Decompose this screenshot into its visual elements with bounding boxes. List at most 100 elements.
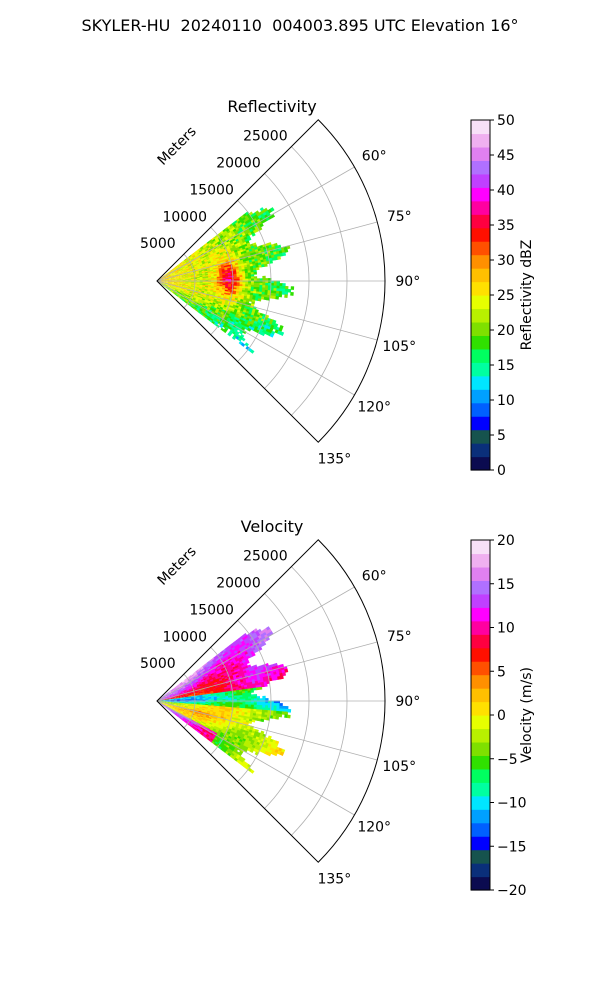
radial-tick-label: 20000 bbox=[216, 576, 261, 592]
field-cell bbox=[212, 256, 216, 260]
field-cell bbox=[164, 695, 168, 698]
field-cell bbox=[187, 693, 191, 695]
field-cell bbox=[223, 724, 228, 728]
field-cell bbox=[177, 709, 182, 712]
field-cell bbox=[162, 281, 166, 283]
field-cell bbox=[173, 268, 177, 271]
field-cell bbox=[193, 306, 198, 310]
field-cell bbox=[164, 694, 168, 697]
field-cell bbox=[162, 699, 166, 701]
field-cell bbox=[263, 296, 268, 301]
field-cell bbox=[212, 293, 216, 296]
field-cell bbox=[269, 260, 273, 264]
field-cell bbox=[179, 268, 184, 271]
field-cell bbox=[271, 677, 276, 681]
field-cell bbox=[211, 674, 215, 678]
field-cell bbox=[184, 274, 189, 276]
field-cell bbox=[201, 730, 206, 734]
field-cell bbox=[279, 705, 283, 710]
field-cell bbox=[179, 297, 183, 301]
field-cell bbox=[199, 281, 204, 283]
field-cell bbox=[170, 269, 175, 272]
field-cell bbox=[222, 699, 226, 701]
field-cell bbox=[197, 293, 202, 296]
field-cell bbox=[210, 727, 214, 731]
field-cell bbox=[197, 714, 201, 717]
field-cell bbox=[185, 686, 189, 689]
field-cell bbox=[176, 704, 180, 707]
field-cell bbox=[180, 682, 184, 686]
field-cell bbox=[159, 700, 164, 701]
field-cell bbox=[181, 299, 186, 302]
field-cell bbox=[203, 726, 208, 730]
field-cell bbox=[208, 262, 212, 265]
field-cell bbox=[187, 706, 192, 709]
field-cell bbox=[173, 291, 177, 294]
field-cell bbox=[165, 697, 169, 699]
field-cell bbox=[252, 265, 257, 269]
field-cell bbox=[256, 287, 260, 290]
field-cell bbox=[208, 278, 212, 280]
angular-gridline bbox=[156, 166, 355, 282]
field-cell bbox=[168, 282, 172, 284]
field-cell bbox=[184, 274, 189, 277]
field-cell bbox=[221, 729, 226, 733]
field-cell bbox=[169, 692, 173, 695]
field-cell bbox=[231, 335, 236, 340]
field-cell bbox=[168, 703, 172, 705]
field-cell bbox=[199, 309, 203, 313]
field-cell bbox=[190, 716, 194, 719]
field-cell bbox=[165, 701, 169, 703]
field-cell bbox=[205, 297, 209, 300]
field-cell bbox=[168, 282, 172, 284]
field-cell bbox=[199, 278, 204, 281]
field-cell bbox=[175, 266, 180, 269]
field-cell bbox=[175, 691, 179, 694]
field-cell bbox=[210, 298, 215, 302]
field-cell bbox=[219, 298, 224, 302]
field-cell bbox=[205, 684, 210, 687]
colorbar-swatch bbox=[471, 809, 490, 824]
field-cell bbox=[229, 725, 234, 729]
field-cell bbox=[177, 710, 181, 713]
field-cell bbox=[202, 277, 206, 280]
field-cell bbox=[202, 675, 207, 679]
field-cell bbox=[164, 284, 168, 287]
field-cell bbox=[173, 694, 177, 696]
field-cell bbox=[184, 258, 188, 261]
field-cell bbox=[182, 695, 186, 697]
field-cell bbox=[179, 696, 183, 698]
field-cell bbox=[165, 698, 169, 700]
field-cell bbox=[176, 688, 181, 691]
field-cell bbox=[182, 298, 186, 301]
field-cell bbox=[247, 288, 252, 292]
field-cell bbox=[270, 707, 275, 712]
field-cell bbox=[202, 276, 206, 279]
field-cell bbox=[228, 702, 232, 705]
field-cell bbox=[254, 717, 259, 721]
field-cell bbox=[272, 293, 277, 297]
field-cell bbox=[196, 717, 200, 720]
field-cell bbox=[212, 250, 217, 254]
field-cell bbox=[172, 286, 177, 289]
field-cell bbox=[233, 695, 238, 698]
field-cell bbox=[173, 277, 178, 279]
field-cell bbox=[198, 708, 203, 710]
field-cell bbox=[204, 291, 208, 294]
field-cell bbox=[253, 698, 258, 701]
field-cell bbox=[176, 703, 181, 706]
field-cell bbox=[204, 311, 209, 315]
field-cell bbox=[196, 701, 201, 703]
field-cell bbox=[201, 667, 205, 672]
field-cell bbox=[196, 302, 201, 306]
field-cell bbox=[178, 288, 182, 290]
field-cell bbox=[197, 305, 202, 309]
field-cell bbox=[195, 718, 199, 722]
field-cell bbox=[188, 292, 193, 295]
field-cell bbox=[190, 706, 195, 708]
field-cell bbox=[282, 672, 287, 677]
field-cell bbox=[164, 704, 168, 707]
field-cell bbox=[178, 287, 183, 289]
field-cell bbox=[173, 697, 178, 699]
field-cell bbox=[159, 282, 162, 285]
